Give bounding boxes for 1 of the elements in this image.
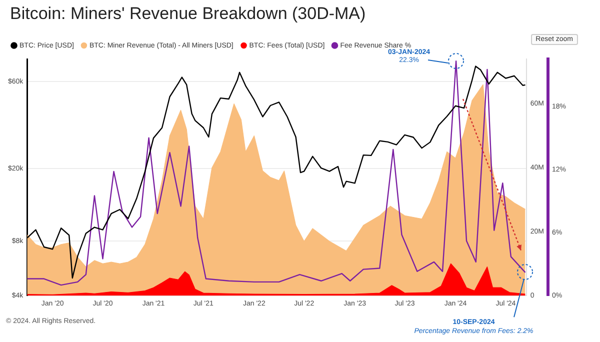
chart-title: Bitcoin: Miners' Revenue Breakdown (30D-MA): [10, 4, 366, 24]
